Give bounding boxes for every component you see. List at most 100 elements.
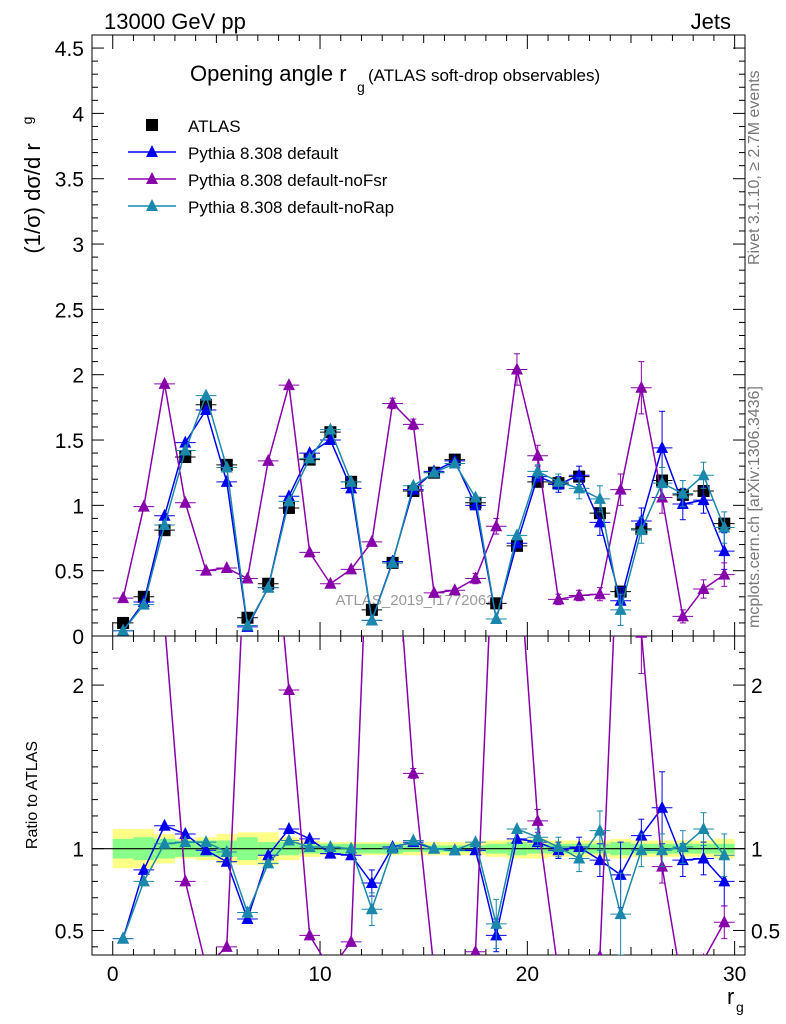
svg-text:Rivet 3.1.10, ≥ 2.7M events: Rivet 3.1.10, ≥ 2.7M events (746, 70, 763, 265)
ratio-point (200, 843, 213, 856)
ratio-point (702, 952, 705, 955)
ratio-point (220, 939, 233, 952)
ratio-point (220, 854, 233, 867)
ratio-point (117, 531, 129, 543)
data-point (469, 571, 482, 584)
ratio-y-axis-label: Ratio to ATLAS (24, 741, 41, 849)
data-point (137, 597, 150, 610)
data-point (345, 562, 358, 575)
data-point (220, 474, 233, 487)
data-point (365, 613, 378, 626)
ratio-point (365, 876, 378, 889)
ratio-point (324, 846, 337, 859)
legend-marker (146, 199, 158, 211)
analysis-watermark: ATLAS_2019_I1772062 (335, 592, 494, 609)
mcplots-credit: mcplots.cern.ch [arXiv:1306.3436] (746, 386, 763, 628)
data-point (448, 583, 461, 596)
ratio-point (614, 907, 627, 920)
data-point (552, 474, 565, 487)
legend-marker (146, 145, 158, 157)
ratio-point (656, 800, 669, 813)
data-point (697, 581, 710, 594)
legend-item: Pythia 8.308 default-noFsr (128, 171, 388, 190)
svg-text:mcplots.cern.ch [arXiv:1306.34: mcplots.cern.ch [arXiv:1306.3436] (746, 386, 763, 628)
svg-text:(ATLAS soft-drop observables): (ATLAS soft-drop observables) (368, 66, 600, 85)
ratio-point (282, 682, 295, 695)
data-point (117, 591, 130, 604)
ratio-point (656, 843, 669, 856)
series-pythia-8-308-default-norap (112, 388, 735, 636)
ratio-point (303, 840, 316, 853)
data-point (179, 443, 192, 456)
ratio-point (531, 830, 544, 843)
header-process: Jets (691, 9, 731, 34)
data-point (179, 495, 192, 508)
ratio-point (345, 841, 358, 854)
data-point (324, 422, 337, 435)
ratio-pythia-8-308-default-nofsr (117, 531, 735, 978)
x-tick-label: 30 (723, 963, 746, 986)
ratio-point (635, 636, 648, 638)
ratio-point (593, 823, 606, 836)
ratio-point (158, 836, 171, 849)
ratio-point (303, 928, 316, 941)
data-point (220, 460, 233, 473)
data-point (407, 417, 420, 430)
y-tick-label: 2 (72, 365, 84, 388)
data-point (220, 561, 233, 574)
data-point (614, 602, 627, 615)
data-point (552, 592, 565, 605)
data-point (200, 563, 213, 576)
ratio-point (262, 848, 275, 861)
ratio-point (552, 966, 564, 978)
data-point (200, 388, 213, 401)
data-point (158, 376, 171, 389)
y-tick-label: 2.5 (55, 299, 84, 322)
ratio-point (718, 915, 731, 928)
data-point (262, 580, 275, 593)
data-point (531, 464, 544, 477)
y-tick-label: 4.5 (55, 38, 84, 61)
y-axis-label: (1/σ) dσ/d r g (19, 117, 45, 254)
data-point (573, 481, 586, 494)
data-point (324, 433, 337, 446)
data-point (573, 468, 586, 481)
svg-text:(1/σ) dσ/d r: (1/σ) dσ/d r (20, 143, 45, 253)
ratio-point (635, 843, 648, 856)
x-tick-label: 0 (107, 963, 119, 986)
ratio-point (303, 831, 316, 844)
ratio-y-tick-label: 2 (72, 675, 84, 698)
y-tick-label: 3 (72, 234, 84, 257)
ratio-point (158, 818, 171, 831)
ratio-point (593, 853, 606, 866)
data-point (241, 618, 254, 631)
data-point (469, 498, 482, 511)
ratio-frame (91, 635, 746, 956)
ratio-point (386, 841, 399, 854)
ratio-point (324, 840, 337, 853)
data-point (241, 571, 254, 584)
legend-marker (146, 172, 158, 184)
ratio-point (407, 766, 420, 779)
ratio-point (573, 964, 585, 976)
legend-label: Pythia 8.308 default (188, 144, 339, 163)
y-tick-label: 3.5 (55, 169, 84, 192)
data-point (676, 609, 689, 622)
main-panel: 00.511.522.533.544.5(1/σ) dσ/d rgOpening… (19, 34, 746, 649)
ratio-point (262, 856, 275, 869)
svg-text:g: g (736, 999, 744, 1015)
data-point (303, 545, 316, 558)
ratio-point (469, 835, 482, 848)
ratio-point (241, 912, 254, 925)
data-point (345, 481, 358, 494)
data-point (676, 486, 689, 499)
data-point (697, 468, 710, 481)
ratio-point (573, 851, 586, 864)
ratio-point (718, 848, 731, 861)
ratio-point (137, 874, 150, 887)
data-point (345, 474, 358, 487)
ratio-point (448, 843, 461, 856)
header-energy: 13000 GeV pp (104, 9, 246, 34)
series-line (122, 393, 725, 632)
data-point (117, 623, 130, 636)
